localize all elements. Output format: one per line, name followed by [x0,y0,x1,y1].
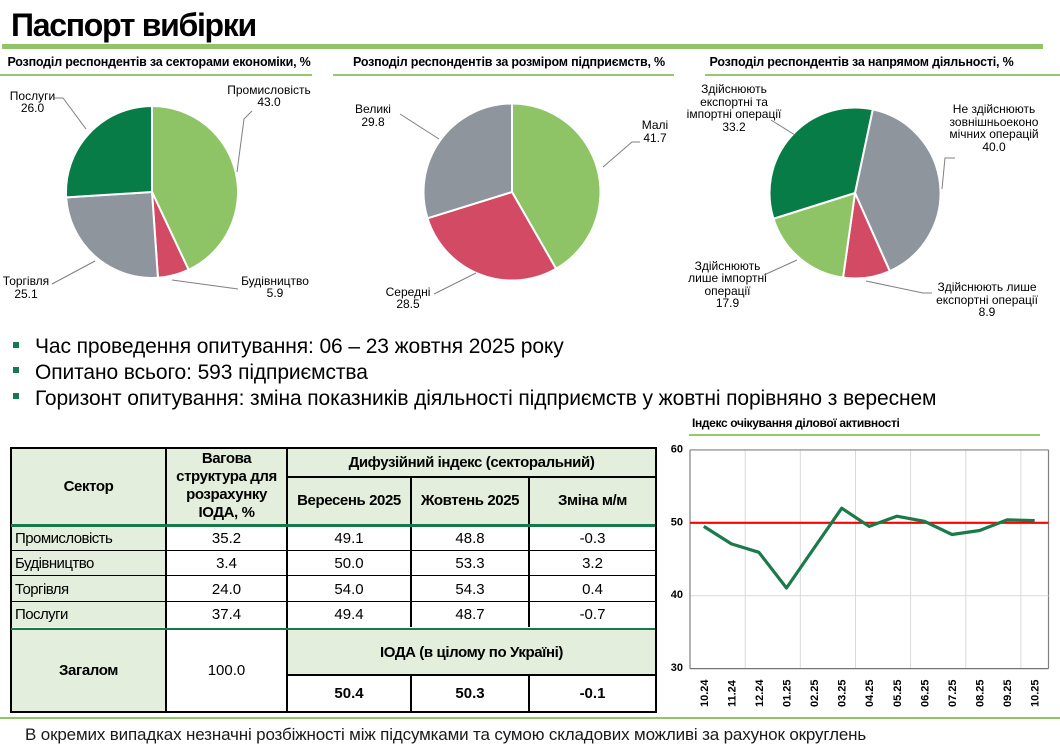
svg-text:30: 30 [671,662,683,674]
svg-text:40: 40 [671,589,683,601]
svg-text:07.25: 07.25 [947,679,959,707]
svg-text:50: 50 [671,516,683,528]
svg-text:04.25: 04.25 [864,679,876,707]
svg-text:09.25: 09.25 [1002,679,1014,707]
svg-text:05.25: 05.25 [892,679,904,707]
svg-text:10.25: 10.25 [1030,679,1042,707]
svg-text:01.25: 01.25 [782,679,794,707]
svg-text:08.25: 08.25 [975,679,987,707]
svg-text:12.24: 12.24 [754,679,766,707]
svg-text:10.24: 10.24 [699,679,711,707]
svg-text:60: 60 [671,443,683,455]
svg-text:02.25: 02.25 [809,679,821,707]
svg-text:03.25: 03.25 [837,679,849,707]
svg-text:06.25: 06.25 [919,679,931,707]
svg-text:11.24: 11.24 [726,679,738,707]
